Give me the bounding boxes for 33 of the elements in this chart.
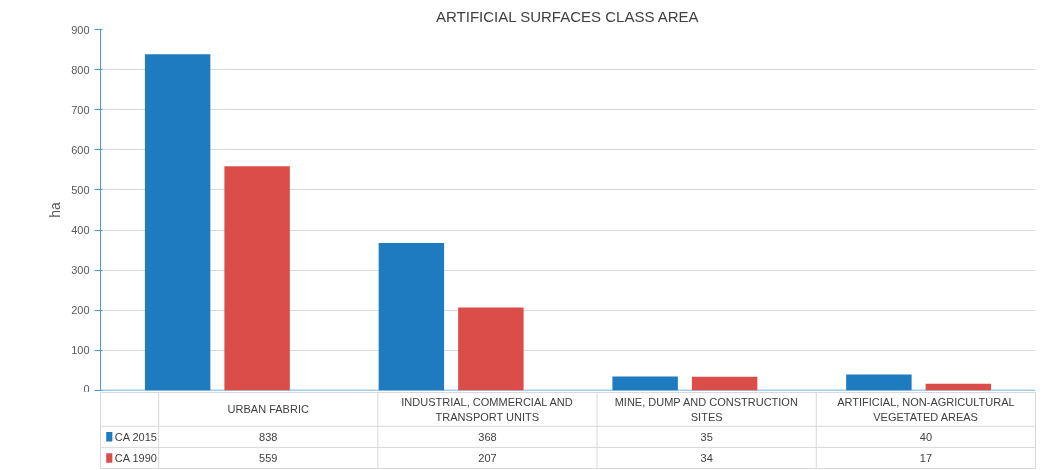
bar <box>224 166 290 391</box>
chart-title: ARTIFICIAL SURFACES CLASS AREA <box>436 7 699 25</box>
x-tick-label: MINE, DUMP AND CONSTRUCTION SITES <box>614 396 798 423</box>
bar <box>144 54 211 391</box>
y-tick-label: 300 <box>71 264 90 277</box>
data-label: 17 <box>919 451 933 464</box>
legend-label: CA 2015 <box>114 430 157 443</box>
y-tick-label: 800 <box>71 63 90 76</box>
y-axis-title: ha <box>47 202 64 218</box>
bar <box>691 376 758 391</box>
y-tick-label: 100 <box>71 344 90 357</box>
y-tick-label: 600 <box>71 143 90 156</box>
x-tick-label: URBAN FABRIC <box>227 403 309 416</box>
y-tick-label: 400 <box>71 224 90 237</box>
data-label: 35 <box>700 430 713 443</box>
y-tick-label: 900 <box>71 23 90 36</box>
bar <box>458 307 524 391</box>
data-label: 207 <box>478 451 497 464</box>
legend-label: CA 1990 <box>114 451 157 464</box>
bar <box>378 242 445 391</box>
bar <box>846 374 912 391</box>
bar <box>612 376 678 391</box>
data-label: 838 <box>259 430 278 443</box>
y-tick-label: 700 <box>71 103 90 116</box>
data-label: 34 <box>700 451 713 464</box>
y-tick-label: 0 <box>83 382 90 395</box>
y-tick-label: 500 <box>71 183 90 196</box>
data-label: 559 <box>259 451 278 464</box>
x-tick-label: ARTIFICIAL, NON-AGRICULTURAL VEGETATED AREAS <box>837 396 1015 423</box>
y-tick-label: 200 <box>71 304 90 317</box>
data-label: 40 <box>919 430 933 443</box>
data-label: 368 <box>478 430 497 443</box>
x-tick-label: INDUSTRIAL, COMMERCIAL AND TRANSPORT UNITS <box>401 396 573 423</box>
